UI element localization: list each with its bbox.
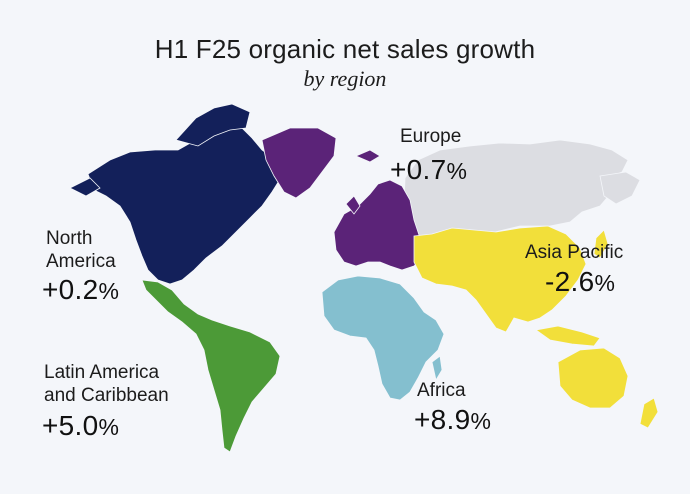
- latin-america-name-line1: Latin America: [44, 362, 160, 383]
- north-america-value: +0.2%: [42, 274, 119, 306]
- africa-label: Africa: [417, 379, 466, 402]
- asia-pacific-label: Asia Pacific: [525, 241, 623, 264]
- europe-label: Europe: [400, 125, 461, 148]
- chart-subtitle: by region: [303, 66, 387, 91]
- greenland-shape: [261, 127, 337, 199]
- north-america-value-unit: %: [98, 278, 120, 304]
- north-america-name-line1: North: [46, 228, 93, 249]
- north-america-label: North America: [46, 227, 116, 273]
- australia-shape: [557, 347, 629, 409]
- asia-pacific-value: -2.6%: [545, 266, 615, 298]
- new-zealand-shape: [639, 397, 659, 429]
- siberia-east-shape: [599, 171, 641, 205]
- iceland-shape: [354, 149, 381, 163]
- uk-shape: [345, 195, 361, 215]
- europe-value: +0.7%: [390, 154, 467, 186]
- latin-america-name-line2: and Caribbean: [44, 385, 169, 406]
- alaska-tip-shape: [69, 177, 101, 197]
- africa-value-unit: %: [470, 408, 492, 434]
- latin-america-value-number: +5.0: [42, 410, 99, 441]
- europe-value-number: +0.7: [390, 154, 447, 185]
- asia-pacific-value-number: -2.6: [545, 266, 595, 297]
- africa-value: +8.9%: [414, 404, 491, 436]
- canada-islands-shape: [175, 103, 251, 147]
- north-america-value-number: +0.2: [42, 274, 99, 305]
- latin-america-value-unit: %: [98, 414, 120, 440]
- africa-shape: [321, 275, 445, 401]
- europe-name: Europe: [400, 126, 462, 147]
- africa-value-number: +8.9: [414, 404, 471, 435]
- madagascar-shape: [431, 355, 443, 382]
- europe-value-unit: %: [446, 158, 468, 184]
- north-america-name-line2: America: [46, 251, 116, 272]
- chart-title: H1 F25 organic net sales growth: [154, 34, 536, 64]
- indonesia-shape: [534, 325, 601, 347]
- latin-america-value: +5.0%: [42, 410, 119, 442]
- asia-pacific-name: Asia Pacific: [525, 242, 624, 263]
- latin-america-shape: [141, 279, 281, 453]
- north-america-shape: [87, 119, 283, 285]
- latin-america-label: Latin America and Caribbean: [44, 361, 169, 407]
- japan-shape: [593, 229, 609, 259]
- asia-pacific-value-unit: %: [594, 270, 616, 296]
- asia-pacific-shape: [413, 225, 587, 333]
- africa-name: Africa: [417, 380, 466, 401]
